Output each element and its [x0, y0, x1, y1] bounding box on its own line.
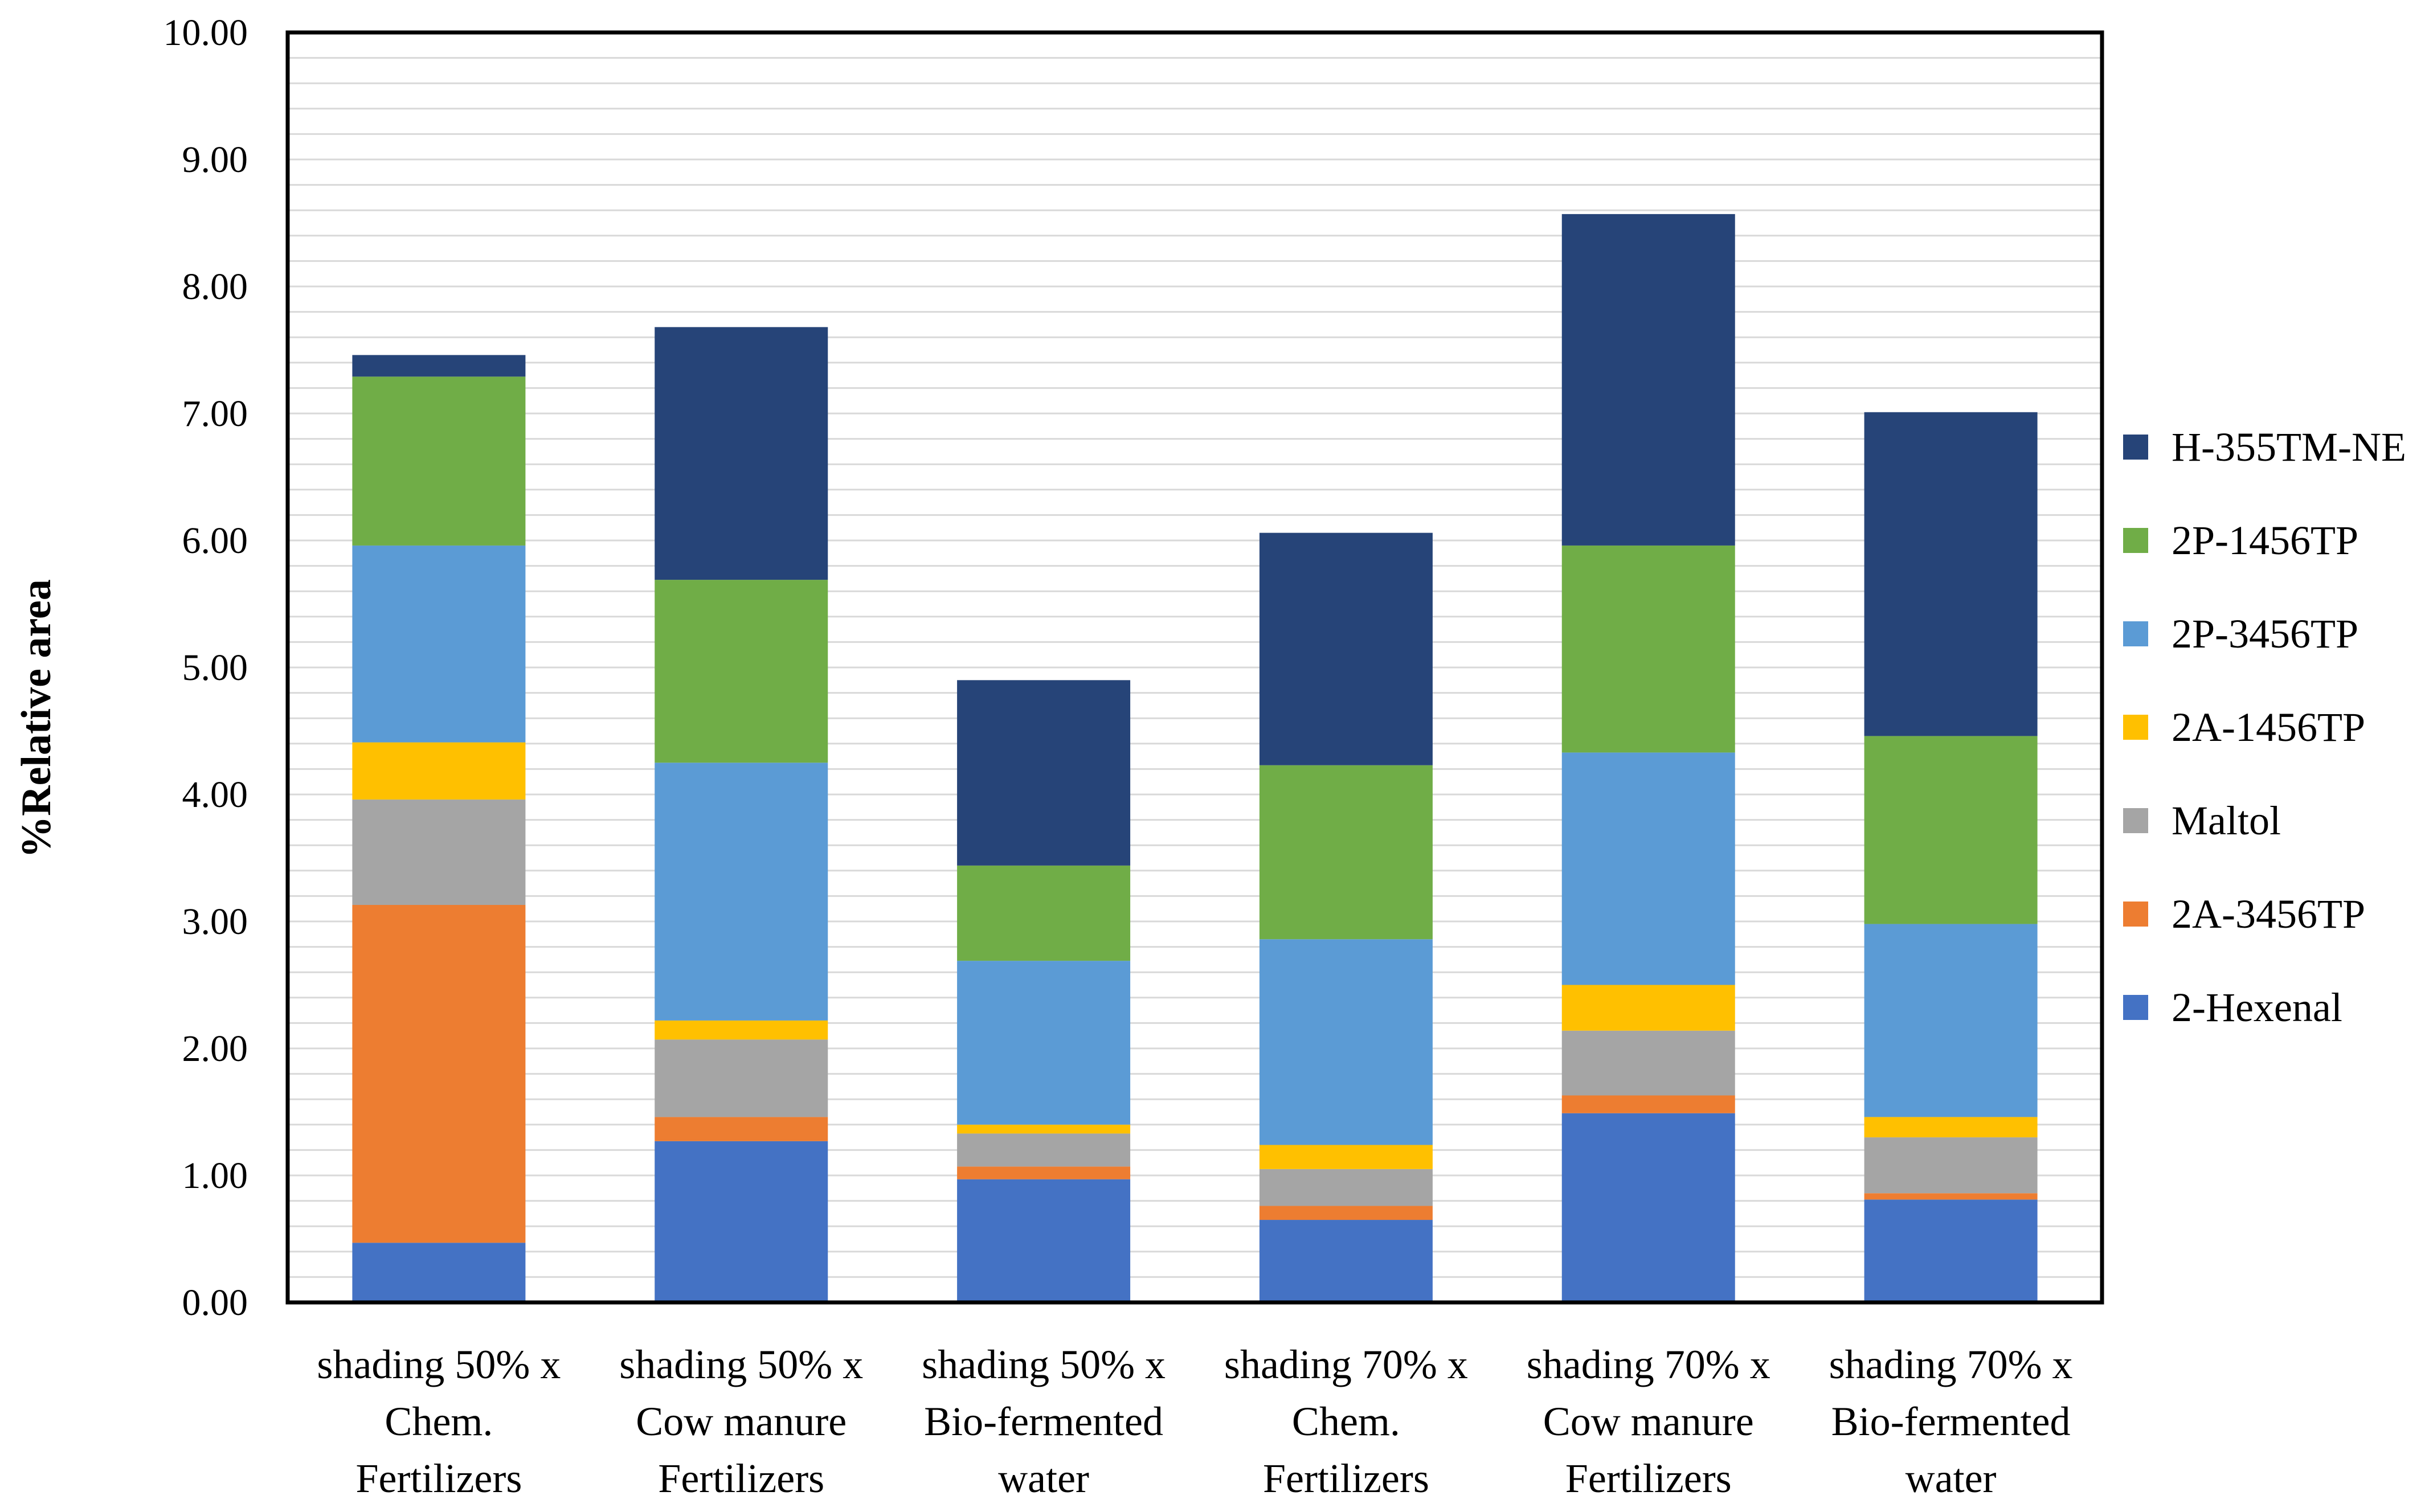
bar-segment-2p-3456tp	[352, 545, 526, 743]
legend-label: Maltol	[2172, 798, 2281, 843]
bar-segment-2-hexenal	[1561, 1113, 1735, 1302]
x-category-label: Cow manure	[636, 1399, 847, 1444]
bar-segment-maltol	[957, 1133, 1131, 1167]
bar-segment-maltol	[655, 1039, 828, 1117]
bar-segment-maltol	[1864, 1137, 2038, 1194]
legend-swatch	[2123, 715, 2148, 740]
x-category-label: Fertilizers	[355, 1456, 522, 1501]
x-axis-category-labels: shading 50% x Chem. Fertilizers shading 50%…	[317, 1342, 2072, 1501]
legend-swatch	[2123, 528, 2148, 553]
legend: H-355TM-NE 2P-1456TP 2P-3456TP 2A-1456TP Mal…	[2123, 424, 2406, 1030]
x-category-label: shading 50% x	[619, 1342, 863, 1387]
bar-segment-2a-1456tp	[655, 1020, 828, 1040]
y-tick-label: 10.00	[163, 12, 248, 54]
bar-segment-2p-3456tp	[1259, 939, 1433, 1145]
bar-segment-2a-1456tp	[1864, 1117, 2038, 1138]
x-category-label: shading 70% x	[1527, 1342, 1770, 1387]
bar-segment-2p-3456tp	[655, 763, 828, 1021]
bar-segment-h-355tm-ne	[655, 327, 828, 580]
bar-segment-maltol	[352, 799, 526, 905]
x-category-label: Cow manure	[1543, 1399, 1754, 1444]
bar-segment-2a-1456tp	[1259, 1145, 1433, 1169]
y-tick-label: 1.00	[182, 1155, 248, 1197]
legend-label: 2P-1456TP	[2172, 518, 2358, 563]
bar-segment-2-hexenal	[655, 1141, 828, 1302]
x-category-label: Bio-fermented	[1831, 1399, 2071, 1444]
y-tick-label: 2.00	[182, 1028, 248, 1070]
x-category-label: shading 50% x	[317, 1342, 561, 1387]
y-tick-label: 4.00	[182, 774, 248, 816]
bar-segment-2p-1456tp	[957, 865, 1131, 961]
gridlines	[288, 57, 2102, 1278]
y-tick-label: 8.00	[182, 266, 248, 308]
bar-segment-2p-1456tp	[1561, 545, 1735, 753]
x-category-label: Fertilizers	[658, 1456, 824, 1501]
bar-segment-2-hexenal	[352, 1243, 526, 1302]
legend-swatch	[2123, 808, 2148, 833]
legend-swatch	[2123, 621, 2148, 646]
y-tick-label: 6.00	[182, 520, 248, 562]
bar-segment-h-355tm-ne	[1259, 532, 1433, 765]
x-category-label: Fertilizers	[1565, 1456, 1732, 1501]
bar-segment-2a-1456tp	[352, 742, 526, 800]
bar-segment-2p-3456tp	[957, 961, 1131, 1125]
bar-segment-2-hexenal	[1259, 1220, 1433, 1302]
y-axis-title: %Relative area	[13, 579, 60, 858]
bar-segment-maltol	[1561, 1030, 1735, 1096]
bar-segment-2p-1456tp	[352, 376, 526, 546]
bar-segment-2a-3456tp	[1864, 1193, 2038, 1200]
y-axis-tick-labels: 0.00 1.00 2.00 3.00 4.00 5.00 6.00 7.00 8.00 9.00…	[163, 12, 248, 1323]
bar-segment-2-hexenal	[1864, 1199, 2038, 1302]
y-tick-label: 9.00	[182, 139, 248, 181]
bar-segment-2p-1456tp	[655, 580, 828, 763]
bar-segment-2a-3456tp	[352, 905, 526, 1243]
bar-segment-h-355tm-ne	[1864, 412, 2038, 736]
bar-segment-2a-1456tp	[957, 1124, 1131, 1134]
x-category-label: Chem.	[1292, 1399, 1400, 1444]
y-tick-label: 7.00	[182, 393, 248, 435]
x-category-label: Chem.	[385, 1399, 493, 1444]
bar-segment-2-hexenal	[957, 1179, 1131, 1302]
x-category-label: water	[998, 1456, 1089, 1501]
bar-segment-2p-3456tp	[1561, 752, 1735, 985]
x-category-label: shading 70% x	[1224, 1342, 1468, 1387]
x-category-label: water	[1905, 1456, 1997, 1501]
bar-segment-h-355tm-ne	[352, 355, 526, 377]
bar-segment-2a-1456tp	[1561, 985, 1735, 1031]
bar-segment-h-355tm-ne	[1561, 214, 1735, 546]
bar-segment-maltol	[1259, 1169, 1433, 1206]
legend-label: 2A-1456TP	[2172, 704, 2365, 750]
bar-segment-2a-3456tp	[957, 1166, 1131, 1179]
y-tick-label: 5.00	[182, 647, 248, 689]
legend-swatch	[2123, 995, 2148, 1020]
x-category-label: Bio-fermented	[924, 1399, 1163, 1444]
bar-segment-2p-1456tp	[1864, 736, 2038, 924]
x-category-label: shading 70% x	[1829, 1342, 2073, 1387]
legend-label: 2P-3456TP	[2172, 611, 2358, 657]
bar-segment-2a-3456tp	[655, 1117, 828, 1141]
legend-label: 2A-3456TP	[2172, 891, 2365, 937]
bar-segment-2a-3456tp	[1561, 1095, 1735, 1113]
legend-label: 2-Hexenal	[2172, 985, 2342, 1030]
legend-swatch	[2123, 902, 2148, 927]
y-tick-label: 3.00	[182, 901, 248, 943]
bar-segment-2p-3456tp	[1864, 924, 2038, 1117]
bar-segment-2p-1456tp	[1259, 765, 1433, 940]
bars	[352, 214, 2038, 1302]
y-tick-label: 0.00	[182, 1282, 248, 1323]
x-category-label: shading 50% x	[922, 1342, 1166, 1387]
legend-label: H-355TM-NE	[2172, 424, 2406, 470]
x-category-label: Fertilizers	[1263, 1456, 1429, 1501]
bar-segment-2a-3456tp	[1259, 1206, 1433, 1220]
legend-swatch	[2123, 435, 2148, 460]
bar-segment-h-355tm-ne	[957, 680, 1131, 866]
plot-area-border	[285, 30, 2104, 1305]
